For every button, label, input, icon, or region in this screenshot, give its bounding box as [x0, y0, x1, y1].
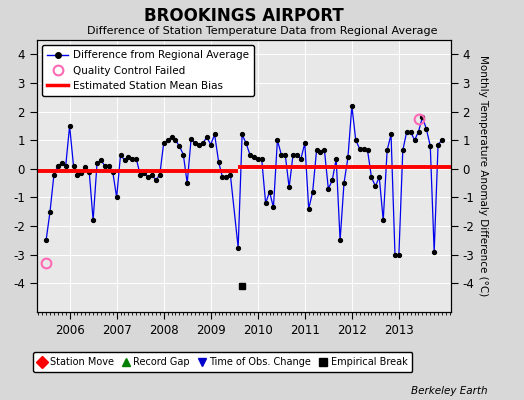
Y-axis label: Monthly Temperature Anomaly Difference (°C): Monthly Temperature Anomaly Difference (… — [478, 55, 488, 297]
Title: BROOKINGS AIRPORT: BROOKINGS AIRPORT — [144, 6, 344, 24]
Text: Berkeley Earth: Berkeley Earth — [411, 386, 487, 396]
Text: Difference of Station Temperature Data from Regional Average: Difference of Station Temperature Data f… — [87, 26, 437, 36]
Legend: Station Move, Record Gap, Time of Obs. Change, Empirical Break: Station Move, Record Gap, Time of Obs. C… — [34, 352, 412, 372]
